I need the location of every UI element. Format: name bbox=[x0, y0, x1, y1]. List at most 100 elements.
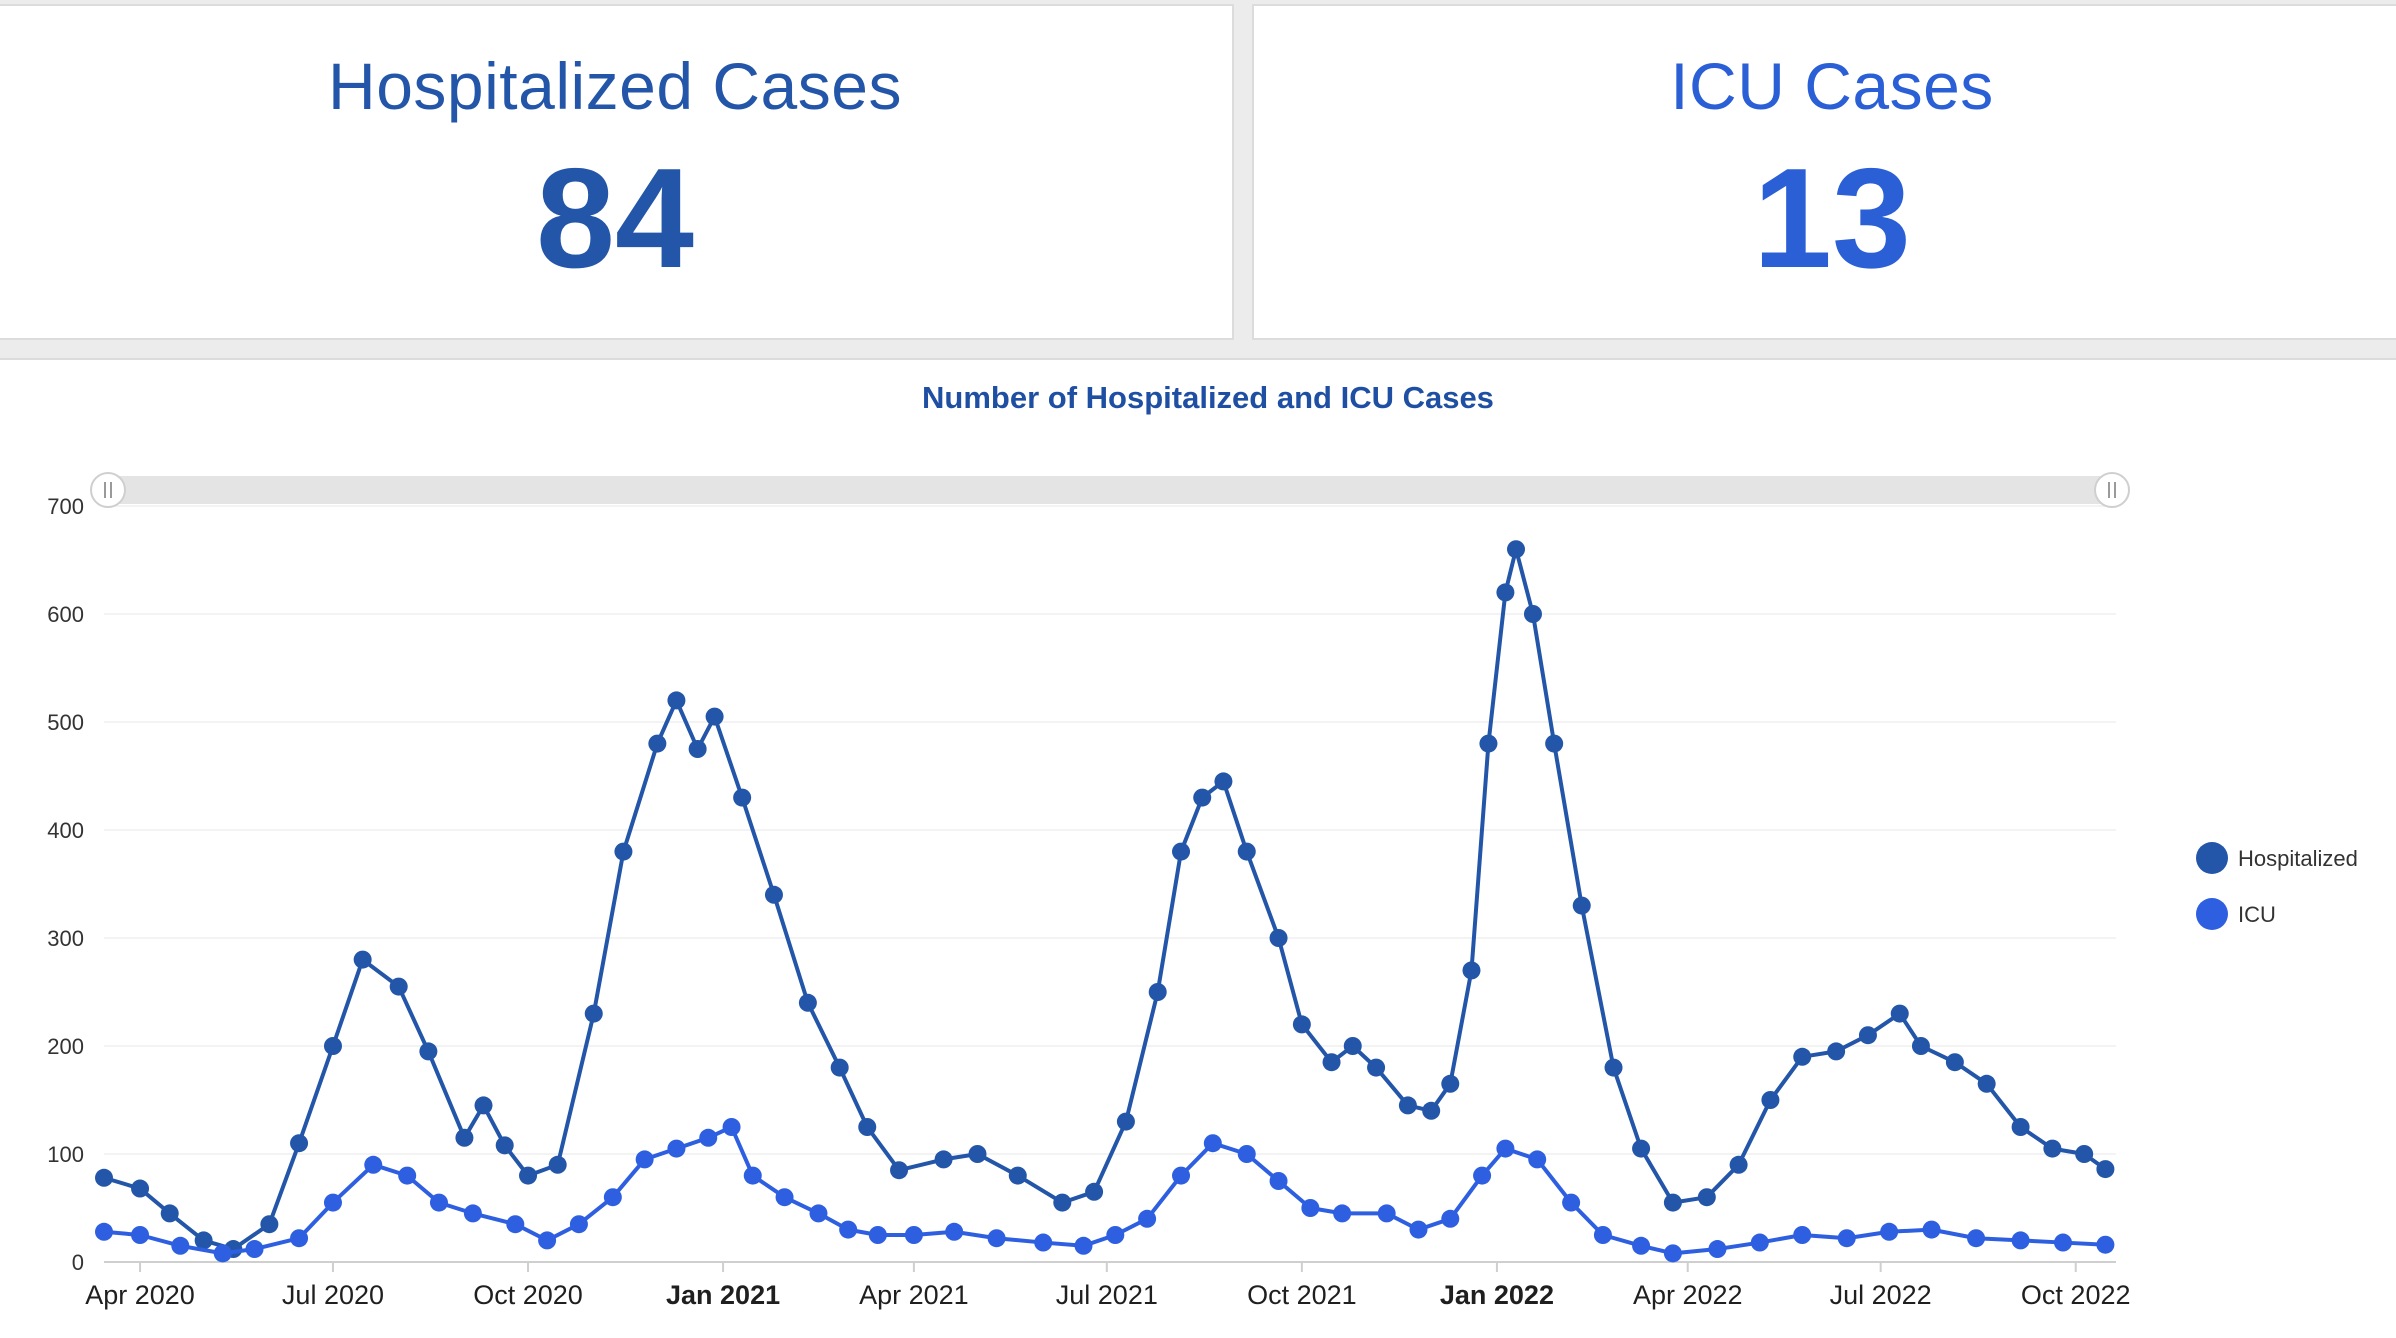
data-point[interactable] bbox=[519, 1166, 538, 1185]
data-point[interactable] bbox=[1116, 1112, 1135, 1131]
data-point[interactable] bbox=[495, 1136, 514, 1155]
data-point[interactable] bbox=[1793, 1226, 1812, 1244]
data-point[interactable] bbox=[705, 707, 724, 726]
data-point[interactable] bbox=[1322, 1053, 1341, 1072]
data-point[interactable] bbox=[603, 1188, 622, 1207]
scrollbar-handle-right[interactable] bbox=[2094, 472, 2130, 508]
data-point[interactable] bbox=[1496, 1139, 1515, 1158]
data-point[interactable] bbox=[1034, 1233, 1053, 1252]
data-point[interactable] bbox=[474, 1096, 493, 1115]
data-point[interactable] bbox=[858, 1118, 877, 1136]
data-point[interactable] bbox=[131, 1179, 150, 1198]
data-point[interactable] bbox=[1593, 1226, 1612, 1244]
data-point[interactable] bbox=[1422, 1101, 1441, 1120]
data-point[interactable] bbox=[506, 1215, 525, 1234]
data-point[interactable] bbox=[1507, 540, 1526, 559]
data-point[interactable] bbox=[1462, 961, 1481, 980]
data-point[interactable] bbox=[1880, 1222, 1899, 1241]
data-point[interactable] bbox=[1053, 1193, 1072, 1212]
data-point[interactable] bbox=[2011, 1231, 2030, 1250]
data-point[interactable] bbox=[569, 1215, 588, 1234]
data-point[interactable] bbox=[934, 1150, 953, 1169]
scrollbar-track[interactable] bbox=[104, 476, 2128, 504]
data-point[interactable] bbox=[160, 1204, 179, 1223]
data-point[interactable] bbox=[1398, 1096, 1417, 1115]
data-point[interactable] bbox=[1473, 1166, 1492, 1185]
data-point[interactable] bbox=[699, 1128, 718, 1147]
data-point[interactable] bbox=[1193, 788, 1212, 807]
data-point[interactable] bbox=[2075, 1145, 2094, 1163]
data-point[interactable] bbox=[1106, 1226, 1125, 1244]
data-point[interactable] bbox=[722, 1118, 741, 1136]
data-point[interactable] bbox=[245, 1240, 264, 1259]
data-point[interactable] bbox=[398, 1166, 417, 1185]
data-point[interactable] bbox=[890, 1161, 909, 1180]
data-point[interactable] bbox=[389, 977, 408, 996]
data-point[interactable] bbox=[1479, 734, 1498, 753]
data-point[interactable] bbox=[1761, 1091, 1780, 1109]
data-point[interactable] bbox=[1269, 1172, 1288, 1190]
data-point[interactable] bbox=[1237, 1145, 1256, 1163]
data-point[interactable] bbox=[1214, 772, 1233, 791]
data-point[interactable] bbox=[1074, 1236, 1093, 1255]
legend-item-hospitalized[interactable]: Hospitalized bbox=[2196, 842, 2358, 874]
data-point[interactable] bbox=[1441, 1209, 1460, 1228]
data-point[interactable] bbox=[2011, 1118, 2030, 1136]
data-point[interactable] bbox=[1138, 1209, 1157, 1228]
data-point[interactable] bbox=[1562, 1193, 1581, 1212]
data-point[interactable] bbox=[1269, 929, 1288, 947]
data-point[interactable] bbox=[868, 1226, 887, 1244]
data-point[interactable] bbox=[733, 788, 752, 807]
data-point[interactable] bbox=[667, 1139, 686, 1158]
data-point[interactable] bbox=[455, 1128, 474, 1147]
data-point[interactable] bbox=[194, 1231, 213, 1250]
data-point[interactable] bbox=[1632, 1139, 1651, 1158]
data-point[interactable] bbox=[171, 1236, 190, 1255]
data-point[interactable] bbox=[1301, 1199, 1320, 1217]
data-point[interactable] bbox=[1945, 1053, 1964, 1072]
data-point[interactable] bbox=[2096, 1160, 2115, 1179]
data-point[interactable] bbox=[614, 842, 633, 861]
data-point[interactable] bbox=[1837, 1229, 1856, 1248]
data-point[interactable] bbox=[809, 1204, 828, 1223]
data-point[interactable] bbox=[323, 1193, 342, 1212]
data-point[interactable] bbox=[1528, 1150, 1547, 1169]
data-point[interactable] bbox=[1750, 1233, 1769, 1252]
data-point[interactable] bbox=[1632, 1236, 1651, 1255]
data-point[interactable] bbox=[2053, 1233, 2072, 1252]
data-point[interactable] bbox=[463, 1204, 482, 1223]
data-point[interactable] bbox=[323, 1037, 342, 1055]
data-point[interactable] bbox=[1441, 1074, 1460, 1093]
data-point[interactable] bbox=[353, 950, 372, 969]
data-point[interactable] bbox=[429, 1193, 448, 1212]
data-point[interactable] bbox=[290, 1134, 309, 1153]
data-point[interactable] bbox=[1858, 1026, 1877, 1045]
data-point[interactable] bbox=[904, 1226, 923, 1244]
data-point[interactable] bbox=[1085, 1182, 1104, 1201]
data-point[interactable] bbox=[1343, 1037, 1362, 1055]
data-point[interactable] bbox=[1148, 983, 1167, 1001]
data-point[interactable] bbox=[1911, 1037, 1930, 1055]
data-point[interactable] bbox=[1545, 734, 1564, 753]
data-point[interactable] bbox=[131, 1226, 150, 1244]
data-point[interactable] bbox=[1977, 1074, 1996, 1093]
data-point[interactable] bbox=[213, 1244, 232, 1263]
data-point[interactable] bbox=[2096, 1235, 2115, 1254]
legend-item-icu[interactable]: ICU bbox=[2196, 898, 2276, 930]
data-point[interactable] bbox=[1203, 1134, 1222, 1153]
data-point[interactable] bbox=[688, 740, 707, 758]
data-point[interactable] bbox=[1333, 1204, 1352, 1223]
data-point[interactable] bbox=[95, 1222, 113, 1241]
data-point[interactable] bbox=[260, 1215, 279, 1234]
data-point[interactable] bbox=[775, 1188, 794, 1207]
data-point[interactable] bbox=[364, 1155, 383, 1174]
data-point[interactable] bbox=[1409, 1220, 1428, 1239]
data-point[interactable] bbox=[584, 1004, 603, 1023]
data-point[interactable] bbox=[290, 1229, 309, 1248]
data-point[interactable] bbox=[95, 1168, 113, 1187]
data-point[interactable] bbox=[2043, 1139, 2062, 1158]
data-point[interactable] bbox=[1663, 1244, 1682, 1263]
data-point[interactable] bbox=[1708, 1240, 1727, 1259]
data-point[interactable] bbox=[538, 1231, 557, 1250]
data-point[interactable] bbox=[635, 1150, 654, 1169]
